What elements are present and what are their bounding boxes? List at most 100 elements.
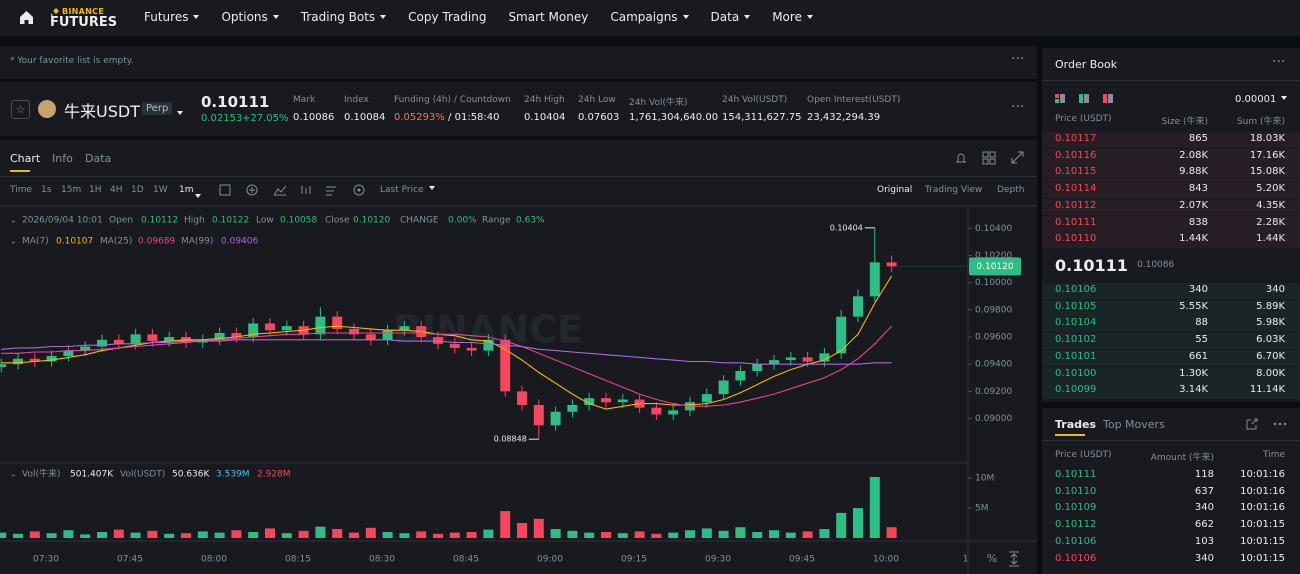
axis-corner xyxy=(968,542,1037,574)
candle-body xyxy=(853,296,863,317)
last-price-tag xyxy=(969,257,1021,276)
price: 0.10115 xyxy=(1055,166,1097,178)
view-option[interactable]: Depth xyxy=(997,185,1025,195)
nav-item[interactable]: More xyxy=(772,10,813,24)
brand-logo xyxy=(51,8,59,17)
chart-tab[interactable]: Data xyxy=(85,152,112,165)
candle-body xyxy=(130,334,141,344)
price: 0.10101 xyxy=(1055,350,1097,362)
symbol-dropdown[interactable] xyxy=(172,102,183,121)
info-value: 0.00% xyxy=(448,216,477,226)
stat-value: 0.10404 xyxy=(524,112,565,123)
interval-dropdown[interactable] xyxy=(190,185,201,204)
volume-ma-value: 2.928M xyxy=(257,470,291,480)
interval[interactable]: 1W xyxy=(153,185,168,195)
chart-tab[interactable]: Info xyxy=(52,152,73,165)
nav-item[interactable]: Trading Bots xyxy=(301,10,386,24)
candle-body xyxy=(332,316,343,329)
interval[interactable]: 1m xyxy=(179,185,194,195)
volume-bar xyxy=(500,511,511,538)
stat-label: 24h Vol(USDT) xyxy=(722,95,788,105)
size: 843 xyxy=(1188,183,1208,195)
chart-tools[interactable] xyxy=(952,150,1027,166)
candle-body xyxy=(500,339,511,392)
sum: 15.08K xyxy=(1249,166,1285,178)
volume-bar xyxy=(752,532,763,538)
ma-line xyxy=(1,339,892,365)
price: 0.10117 xyxy=(1055,133,1097,144)
more-icon[interactable]: ··· xyxy=(1272,54,1286,70)
candle-body xyxy=(869,262,880,297)
volume-bar xyxy=(265,528,275,538)
nav-item[interactable]: Copy Trading xyxy=(408,10,487,24)
volume-bar xyxy=(449,532,460,538)
volume-bar xyxy=(298,530,309,538)
size: 55 xyxy=(1195,334,1208,346)
nav-item[interactable]: Futures xyxy=(144,10,199,24)
chart-tab[interactable]: Chart xyxy=(10,152,41,165)
home-icon[interactable] xyxy=(18,9,35,26)
view-option[interactable]: Trading View xyxy=(925,185,983,195)
price-chart[interactable]: BINANCE0.090000.092000.094000.096000.098… xyxy=(0,205,1037,574)
ma-line xyxy=(1,325,892,407)
trade-row: 0.10106 340 10:01:15 xyxy=(1042,552,1300,568)
volume-bar xyxy=(517,523,527,538)
x-tick-label: 09:00 xyxy=(537,555,563,565)
book-layout-icons[interactable] xyxy=(1055,93,1119,105)
nav-item[interactable]: Campaigns xyxy=(610,10,688,24)
mid-mark: 0.10086 xyxy=(1137,260,1175,270)
sum: 10:01:16 xyxy=(1240,469,1285,480)
size: 661 xyxy=(1188,350,1208,362)
price: 0.10104 xyxy=(1055,317,1097,329)
ask-row: 0.10117 865 18.03K xyxy=(1042,132,1300,148)
nav-items: Futures Options Trading Bots Copy Trading Sm… xyxy=(144,10,835,24)
sum: 340 xyxy=(1265,284,1285,295)
y-tick-label: 0.09800 xyxy=(975,305,1012,315)
nav-item[interactable]: Smart Money xyxy=(508,10,589,24)
info-value: 0.63% xyxy=(516,216,545,226)
symbol[interactable]: 牛来USDT xyxy=(64,102,140,121)
volume-bar xyxy=(349,532,359,538)
bid-row: 0.10100 1.30K 8.00K xyxy=(1042,366,1300,383)
stat-label: Index xyxy=(344,95,369,105)
nav-item[interactable]: Options xyxy=(221,10,278,24)
candle-body xyxy=(231,332,242,338)
price-source[interactable]: Last Price xyxy=(380,185,435,195)
ask-row: 0.10112 2.07K 4.35K xyxy=(1042,198,1300,215)
precision-select[interactable]: 0.00001 xyxy=(1235,94,1287,105)
interval[interactable]: 15m xyxy=(61,185,82,195)
stat-label: 24h Low xyxy=(578,95,616,105)
top-movers-tab[interactable]: Top Movers xyxy=(1103,418,1165,431)
nav-item[interactable]: Data xyxy=(711,10,751,24)
y-tick-label: 0.09400 xyxy=(975,360,1012,370)
size: 838 xyxy=(1188,216,1208,228)
stat-label: 24h Vol(牛来) xyxy=(629,98,688,108)
more-icon[interactable]: ··· xyxy=(1011,99,1025,115)
interval[interactable]: 4H xyxy=(110,185,123,195)
sum: 4.35K xyxy=(1256,199,1285,211)
toolbar-icons[interactable] xyxy=(218,183,368,197)
price: 0.10110 xyxy=(1055,485,1097,497)
stat-label: Mark xyxy=(293,95,316,105)
stat-value: 0.10086 xyxy=(293,112,334,123)
trades-tab[interactable]: Trades xyxy=(1055,418,1097,431)
divider xyxy=(1042,80,1300,81)
volume-bar xyxy=(433,533,443,538)
book-header: Sum (牛来) xyxy=(1236,117,1285,127)
x-tick-label: 09:45 xyxy=(789,555,815,565)
ask-row: 0.10110 1.44K 1.44K xyxy=(1042,232,1300,249)
interval[interactable]: 1s xyxy=(41,185,52,195)
favorite-star[interactable]: ☆ xyxy=(11,100,30,119)
interval[interactable]: 1D xyxy=(131,185,144,195)
divider xyxy=(1042,440,1300,441)
axis-control-icon xyxy=(1009,551,1019,567)
interval[interactable]: 1H xyxy=(89,185,102,195)
price: 0.10116 xyxy=(1055,149,1097,161)
trade-row: 0.10106 103 10:01:15 xyxy=(1042,535,1300,551)
more-icon[interactable]: ··· xyxy=(1011,51,1025,67)
candle-body xyxy=(214,332,225,340)
last-price-label: 0.10120 xyxy=(976,262,1013,272)
trade-row: 0.10111 118 10:01:16 xyxy=(1042,468,1300,484)
view-option[interactable]: Original xyxy=(877,185,913,195)
trades-tools[interactable] xyxy=(1245,417,1295,431)
